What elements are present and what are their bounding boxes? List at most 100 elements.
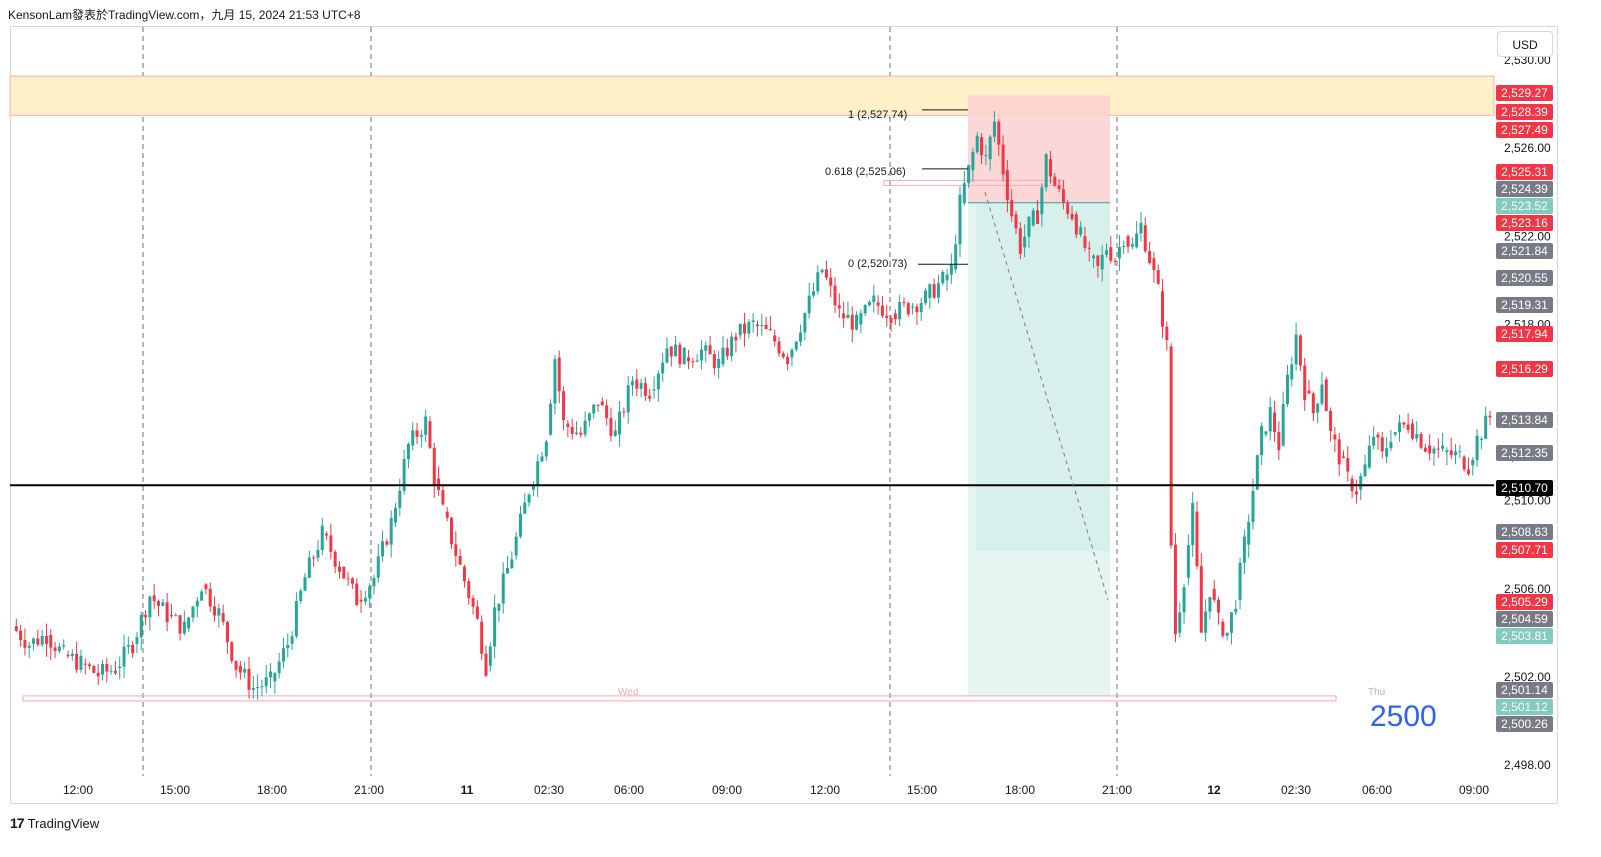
candle-body: [1475, 435, 1479, 460]
candle-body: [506, 568, 510, 574]
price-tag[interactable]: 2,501.12: [1496, 699, 1553, 715]
candle-body: [1466, 469, 1470, 475]
price-tag-bg: [1496, 270, 1553, 286]
price-tag[interactable]: 2,505.29: [1496, 594, 1553, 610]
candle-body: [32, 638, 36, 644]
candle-body: [299, 590, 303, 602]
price-tag[interactable]: 2,504.59: [1496, 611, 1553, 627]
price-tag[interactable]: 2,508.63: [1496, 524, 1553, 540]
candle-body: [88, 664, 92, 667]
price-tag[interactable]: 2,501.14: [1496, 682, 1553, 698]
candle-body: [570, 426, 574, 434]
candle-body: [157, 601, 161, 606]
projection-line[interactable]: [984, 192, 1109, 600]
resistance-zone[interactable]: [9, 75, 1495, 116]
currency-button[interactable]: USD: [1497, 31, 1553, 57]
candle-body: [488, 646, 492, 666]
candle-body: [75, 653, 79, 670]
candle-body: [626, 385, 630, 413]
candle-body: [1238, 562, 1242, 600]
candle-body: [639, 383, 643, 389]
candle-body: [751, 320, 755, 322]
price-tag-bg: [1496, 594, 1553, 610]
profit-filled-zone: [976, 202, 1110, 552]
time-axis-tick: 02:30: [1281, 783, 1311, 797]
price-tag[interactable]: 2,521.84: [1496, 243, 1553, 259]
candle-body: [1251, 491, 1255, 523]
time-axis-tick: 18:00: [257, 783, 287, 797]
candle-body: [1109, 247, 1113, 261]
price-tag-text: 2,520.55: [1501, 271, 1548, 285]
price-tag[interactable]: 2,528.39: [1496, 104, 1553, 120]
candle-body: [36, 638, 40, 645]
price-tag-bg: [1496, 480, 1553, 496]
price-tag[interactable]: 2,524.39: [1496, 181, 1553, 197]
candle-body: [846, 314, 850, 319]
price-tag-bg: [1496, 716, 1553, 732]
price-tag[interactable]: 2,516.29: [1496, 361, 1553, 377]
time-axis-tick: 21:00: [354, 783, 384, 797]
candle-body: [1092, 255, 1096, 259]
tradingview-logo-mark: 17: [10, 815, 25, 831]
candle-body: [768, 328, 772, 330]
price-tag[interactable]: 2,520.55: [1496, 270, 1553, 286]
tradingview-logo[interactable]: 17 TradingView: [10, 815, 99, 831]
candle-body: [635, 379, 639, 389]
candle-body: [23, 640, 27, 648]
time-axis-tick: 15:00: [907, 783, 937, 797]
price-tag[interactable]: 2,527.49: [1496, 122, 1553, 138]
candle-body: [333, 551, 337, 567]
candle-body: [1432, 448, 1436, 454]
price-tag[interactable]: 2,513.84: [1496, 412, 1553, 428]
candle-body: [480, 621, 484, 654]
candle-body: [1234, 608, 1238, 613]
price-tag[interactable]: 2,503.81: [1496, 628, 1553, 644]
support-zone[interactable]: [22, 695, 1337, 702]
candle-body: [1479, 438, 1483, 440]
price-tag[interactable]: 2,507.71: [1496, 542, 1553, 558]
price-tag[interactable]: 2,517.94: [1496, 326, 1553, 342]
candle-body: [144, 614, 148, 618]
price-tag[interactable]: 2,525.31: [1496, 164, 1553, 180]
candle-body: [122, 646, 126, 667]
candle-body: [363, 598, 367, 602]
candle-body: [622, 411, 626, 413]
candle-body: [1204, 611, 1208, 633]
candle-body: [139, 614, 143, 638]
fib-0-label: 0 (2,520.73): [848, 258, 907, 270]
candle-body: [19, 630, 23, 641]
candle-body: [14, 626, 18, 631]
candle-body: [1221, 621, 1225, 636]
candle-body: [1217, 599, 1221, 613]
price-tag[interactable]: 2,523.52: [1496, 198, 1553, 214]
candle-body: [66, 654, 70, 657]
candle-body: [1281, 404, 1285, 446]
candle-body: [1359, 476, 1363, 490]
candle-body: [1031, 210, 1035, 226]
price-tag-text: 2,527.49: [1501, 123, 1548, 137]
price-tag[interactable]: 2,529.27: [1496, 85, 1553, 101]
candle-body: [1294, 334, 1298, 365]
price-tag[interactable]: 2,523.16: [1496, 215, 1553, 231]
entry-box[interactable]: [883, 179, 1065, 186]
session-lines: [142, 27, 1118, 776]
candle-body: [876, 302, 880, 306]
candle-body: [337, 566, 341, 572]
candle-body: [967, 165, 971, 184]
price-tag[interactable]: 2,510.70: [1496, 480, 1553, 496]
price-tag[interactable]: 2,500.26: [1496, 716, 1553, 732]
candle-body: [1488, 415, 1492, 418]
candle-body: [174, 615, 178, 617]
candle-body: [316, 549, 320, 558]
price-tag[interactable]: 2,519.31: [1496, 297, 1553, 313]
candle-body: [781, 353, 785, 358]
price-tag[interactable]: 2,512.35: [1496, 445, 1553, 461]
candle-body: [402, 459, 406, 491]
candle-body: [406, 443, 410, 460]
candle-body: [984, 155, 988, 157]
chart-frame[interactable]: [10, 26, 1558, 804]
candle-body: [251, 687, 255, 690]
candle-body: [1367, 445, 1371, 468]
candle-body: [898, 302, 902, 320]
